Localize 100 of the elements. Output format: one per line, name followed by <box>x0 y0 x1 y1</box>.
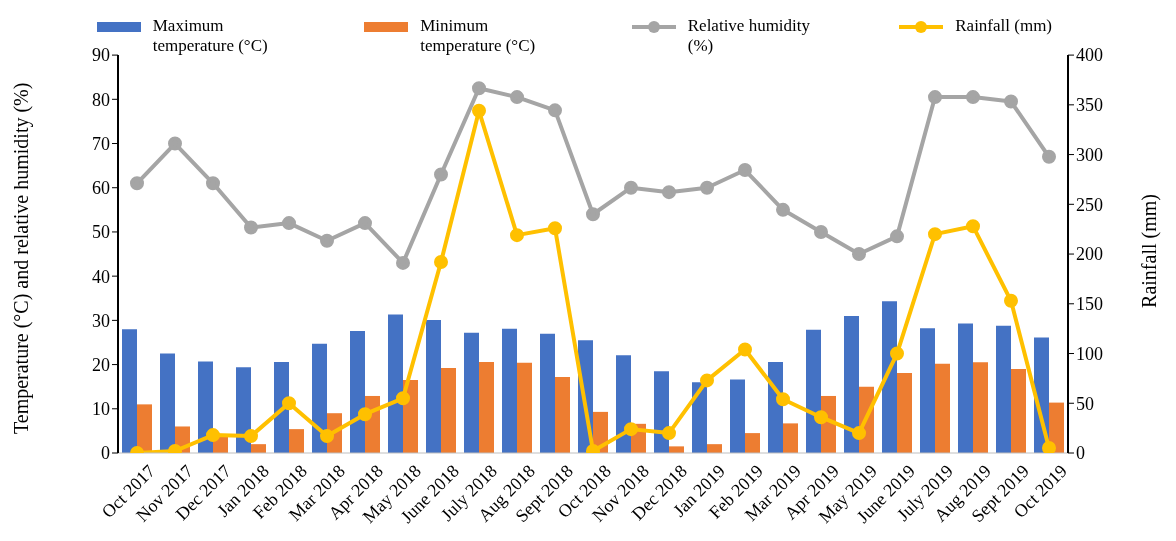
point <box>738 342 752 357</box>
point <box>472 81 486 96</box>
bar <box>616 355 631 453</box>
bar <box>122 329 137 453</box>
y-tick-label: 10 <box>92 399 110 420</box>
point <box>396 391 410 406</box>
bar <box>251 444 266 453</box>
bar <box>882 301 897 453</box>
bar <box>745 433 760 453</box>
bar <box>654 371 669 453</box>
point <box>282 216 296 231</box>
bar <box>289 429 304 453</box>
bar <box>312 343 327 453</box>
bar <box>730 379 745 453</box>
bar <box>844 315 859 453</box>
point <box>890 229 904 244</box>
point <box>852 247 866 262</box>
bar <box>707 444 722 453</box>
legend-label: Minimum temperature (°C) <box>420 16 537 56</box>
y2-tick-label: 150 <box>1076 294 1103 315</box>
legend-label: Rainfall (mm) <box>955 16 1053 36</box>
point <box>130 176 144 191</box>
y2-axis-title: Rainfall (mm) <box>1138 194 1162 308</box>
point <box>700 180 714 195</box>
point <box>966 90 980 105</box>
bar <box>783 423 798 453</box>
point <box>282 396 296 411</box>
bar <box>350 330 365 453</box>
point <box>168 136 182 151</box>
y-tick-label: 20 <box>92 354 110 375</box>
y-tick-label: 80 <box>92 89 110 110</box>
point <box>206 428 220 443</box>
point <box>472 103 486 118</box>
bar <box>669 446 684 453</box>
point <box>928 227 942 242</box>
bar <box>897 372 912 453</box>
bar <box>996 325 1011 453</box>
y2-tick-label: 300 <box>1076 144 1103 165</box>
bar <box>920 328 935 453</box>
y-tick-label: 0 <box>101 443 110 464</box>
point <box>510 90 524 105</box>
bar <box>958 323 973 453</box>
y2-tick-label: 400 <box>1076 45 1103 66</box>
point <box>966 219 980 234</box>
y2-tick-label: 200 <box>1076 244 1103 265</box>
point <box>358 216 372 231</box>
bar <box>464 332 479 453</box>
point <box>624 180 638 195</box>
point <box>852 426 866 441</box>
point <box>358 407 372 422</box>
bar <box>198 361 213 453</box>
point <box>814 410 828 425</box>
y2-tick-label: 350 <box>1076 95 1103 116</box>
bar <box>540 333 555 453</box>
bar <box>236 367 251 453</box>
y-tick-label: 90 <box>92 45 110 66</box>
point <box>320 233 334 248</box>
y-tick-label: 60 <box>92 178 110 199</box>
bar <box>502 328 517 453</box>
bar <box>806 329 821 453</box>
point <box>396 255 410 270</box>
y2-tick-label: 50 <box>1076 393 1094 414</box>
point <box>738 163 752 178</box>
point <box>244 429 258 444</box>
bar <box>479 361 494 453</box>
y-tick-label: 30 <box>92 310 110 331</box>
point <box>1042 149 1056 164</box>
bar <box>935 363 950 453</box>
point <box>548 103 562 118</box>
bar <box>1011 369 1026 453</box>
point <box>928 90 942 105</box>
point <box>320 429 334 444</box>
point <box>206 176 220 191</box>
point <box>434 255 448 270</box>
y-axis-title: Temperature (°C) and relative humidity (%) <box>10 82 34 435</box>
y2-tick-label: 250 <box>1076 194 1103 215</box>
legend-label: Maximum temperature (°C) <box>152 16 269 56</box>
point <box>548 221 562 236</box>
bar <box>388 314 403 453</box>
y-tick-label: 40 <box>92 266 110 287</box>
bar <box>441 368 456 453</box>
y-tick-label: 70 <box>92 133 110 154</box>
point <box>1042 441 1056 453</box>
point <box>890 346 904 361</box>
point <box>1004 94 1018 109</box>
point <box>510 228 524 243</box>
point <box>776 392 790 407</box>
point <box>662 185 676 200</box>
point <box>244 220 258 235</box>
point <box>700 373 714 388</box>
y2-tick-label: 100 <box>1076 343 1103 364</box>
bar <box>160 353 175 453</box>
legend-label: Relative humidity (%) <box>687 16 812 56</box>
bar <box>137 404 152 453</box>
bar <box>973 362 988 453</box>
point <box>1004 293 1018 308</box>
bar <box>426 319 441 453</box>
point <box>624 422 638 437</box>
bar <box>555 376 570 453</box>
point <box>434 167 448 182</box>
